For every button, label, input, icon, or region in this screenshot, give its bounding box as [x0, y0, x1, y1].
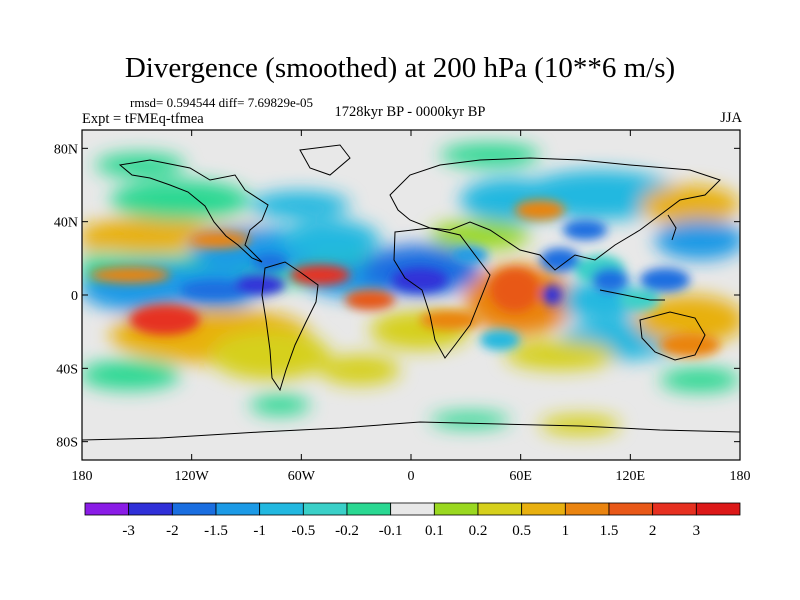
- colorbar-swatch: [608, 502, 654, 516]
- axis-ticks: 180 120W 60W 0 60E 120E 180 80N 40N 0 40S 80S: [54, 130, 751, 484]
- x-tick-label: 120E: [616, 469, 646, 484]
- colorbar-label: -0.2: [335, 523, 359, 539]
- colorbar-label: 0.5: [512, 523, 531, 539]
- period-label: 1728kyr BP - 0000kyr BP: [334, 104, 486, 120]
- experiment-label: Expt = tFMEq-tfmea: [82, 111, 204, 127]
- colorbar: -3 -2 -1.5 -1 -0.5 -0.2 -0.1 0.1 0.2 0.5 1 1.5 2 3: [84, 502, 741, 539]
- colorbar-label: 0.2: [469, 523, 488, 539]
- colorbar-swatch: [521, 502, 566, 516]
- colorbar-label: -1: [253, 523, 266, 539]
- colorbar-label: 1.5: [600, 523, 619, 539]
- coast-europe-asia: [389, 157, 721, 271]
- coast-indonesia: [599, 289, 665, 301]
- y-tick-label: 40S: [56, 362, 78, 377]
- x-tick-label: 120W: [175, 469, 210, 484]
- coast-north-america: [118, 159, 269, 263]
- coast-greenland: [299, 144, 351, 176]
- divergence-field: [82, 143, 740, 441]
- coast-south-america: [261, 261, 319, 392]
- colorbar-swatch: [346, 502, 392, 516]
- rmsd-text: rmsd= 0.594544 diff= 7.69829e-05: [130, 95, 314, 110]
- colorbar-swatch: [477, 502, 523, 516]
- y-tick-label: 80N: [54, 142, 78, 157]
- x-tick-label: 60W: [288, 469, 316, 484]
- colorbar-swatch: [652, 502, 697, 516]
- colorbar-swatch: [84, 502, 130, 516]
- x-tick-label: 180: [72, 469, 93, 484]
- colorbar-swatch: [215, 502, 261, 516]
- colorbar-label: -2: [166, 523, 179, 539]
- season-label: JJA: [720, 110, 742, 126]
- y-tick-label: 80S: [56, 436, 78, 451]
- y-tick-label: 0: [71, 289, 78, 304]
- coast-africa: [393, 227, 491, 359]
- colorbar-swatch: [695, 502, 741, 516]
- colorbar-label: 0.1: [425, 523, 444, 539]
- colorbar-swatch: [564, 502, 610, 516]
- coast-japan: [667, 214, 677, 241]
- coast-antarctica: [82, 421, 740, 441]
- colorbar-label: -0.5: [291, 523, 315, 539]
- y-tick-label: 40N: [54, 216, 78, 231]
- field-core-layer: [90, 200, 720, 357]
- coastlines: [82, 144, 740, 441]
- chart-title: Divergence (smoothed) at 200 hPa (10**6 …: [124, 52, 676, 84]
- x-tick-label: 0: [408, 469, 415, 484]
- colorbar-swatch: [433, 502, 479, 516]
- colorbar-label: -3: [122, 523, 135, 539]
- colorbar-swatch: [302, 502, 348, 516]
- coast-australia: [639, 311, 706, 361]
- x-tick-label: 180: [730, 469, 751, 484]
- colorbar-swatch: [171, 502, 217, 516]
- colorbar-label: 1: [562, 523, 570, 539]
- colorbar-label: 2: [649, 523, 657, 539]
- colorbar-swatch: [390, 502, 435, 516]
- colorbar-label: -1.5: [204, 523, 228, 539]
- colorbar-swatch: [259, 502, 304, 516]
- colorbar-label: 3: [693, 523, 701, 539]
- colorbar-swatch: [128, 502, 173, 516]
- colorbar-label: -0.1: [379, 523, 403, 539]
- x-tick-label: 60E: [509, 469, 532, 484]
